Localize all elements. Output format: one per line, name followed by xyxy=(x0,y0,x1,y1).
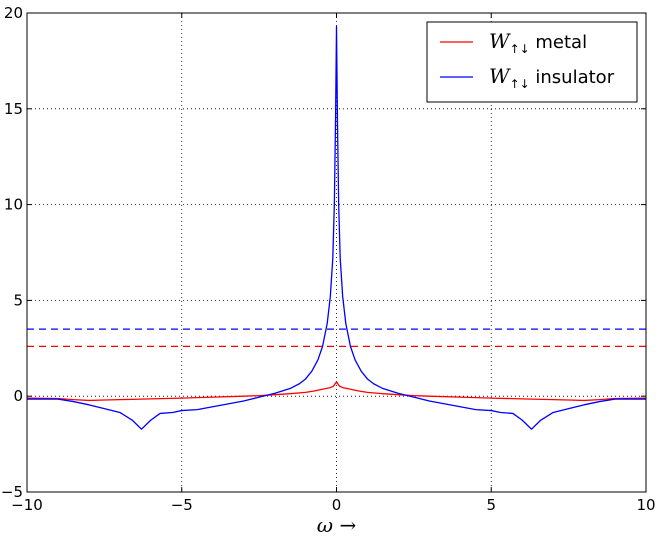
legend: W↑↓ metal W↑↓ insulator xyxy=(426,21,638,103)
legend-box xyxy=(426,21,638,103)
series-line-0 xyxy=(26,381,647,402)
y-tick-label: 20 xyxy=(4,4,23,22)
x-tick-label: 10 xyxy=(636,496,655,514)
y-tick-label: 0 xyxy=(13,387,23,405)
legend-label: W↑↓ metal xyxy=(489,29,587,56)
x-tick-label: −5 xyxy=(171,496,193,514)
x-tick-label: 0 xyxy=(332,496,342,514)
y-tick-label: −5 xyxy=(1,483,23,501)
ticks xyxy=(26,12,647,493)
y-tick-label: 10 xyxy=(4,196,23,214)
x-tick-label: 5 xyxy=(486,496,496,514)
y-tick-label: 15 xyxy=(4,100,23,118)
y-tick-label: 5 xyxy=(13,291,23,309)
legend-label: W↑↓ insulator xyxy=(489,64,615,91)
series-line-1 xyxy=(27,25,646,430)
x-tick-label: −10 xyxy=(11,496,43,514)
x-axis-label: ω → xyxy=(317,513,357,537)
plot-lines xyxy=(26,25,647,430)
